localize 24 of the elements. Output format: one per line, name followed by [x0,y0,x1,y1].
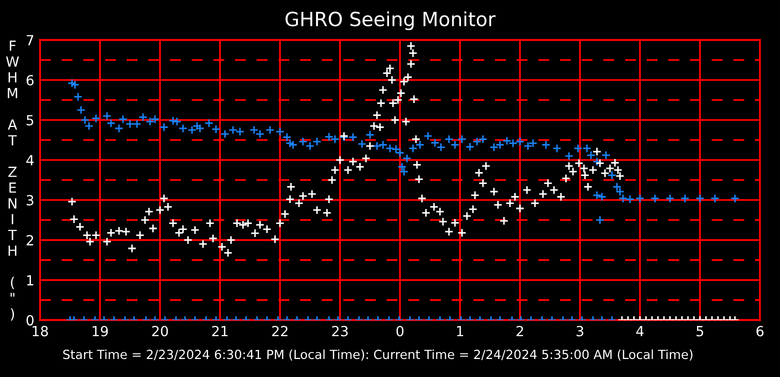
x-tick-label: 18 [32,326,48,336]
y-tick-label: 5 [26,115,34,126]
y-tick-label: 7 [26,35,34,46]
x-tick-label: 23 [332,326,348,336]
x-tick-label: 19 [92,326,108,336]
x-tick-label: 3 [576,326,584,336]
y-tick-label: 0 [26,315,34,326]
y-tick-label: 4 [26,155,34,166]
y-tick-label: 6 [26,74,34,86]
x-tick-label: 6 [756,326,764,336]
text: Start Time = 2/23/2024 6:30:41 PM (Local Time): Current Time = 2/24/2024 5:35:00 AM (Local Time) [63,349,692,361]
x-tick-label: 2 [516,326,523,336]
x-tick-label: 0 [396,326,404,336]
x-tick-label: 5 [696,326,704,336]
chart-title: GHRO Seeing Monitor [286,11,496,30]
x-tick-label: 21 [212,326,228,336]
x-tick-label: 1 [457,326,464,336]
x-tick-label: 20 [152,326,168,336]
x-tick-label: 22 [272,326,288,336]
y-tick-label: 2 [26,235,34,246]
y-tick-label: 1 [27,275,34,286]
text: FWHM AT ZENITH (") [6,40,19,321]
x-tick-label: 4 [636,326,644,336]
y-tick-label: 3 [26,194,34,206]
